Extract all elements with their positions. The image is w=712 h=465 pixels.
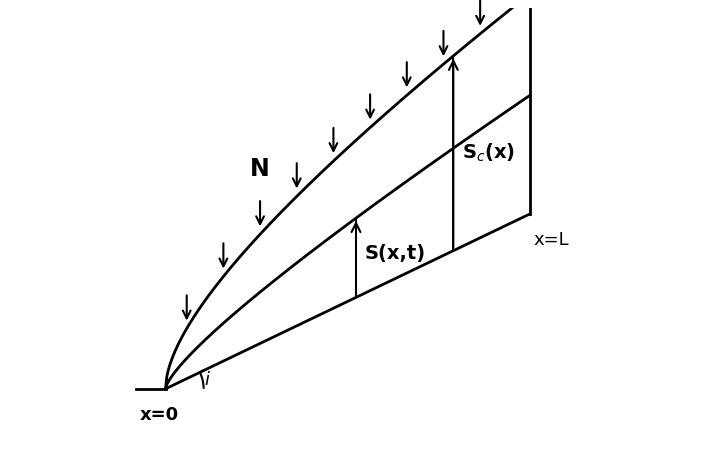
Text: N: N [250,157,270,181]
Text: x=L: x=L [534,231,570,249]
Text: i: i [204,371,209,389]
Text: S$_c$(x): S$_c$(x) [462,142,515,165]
Text: S(x,t): S(x,t) [365,244,426,263]
Text: x=0: x=0 [140,406,179,424]
